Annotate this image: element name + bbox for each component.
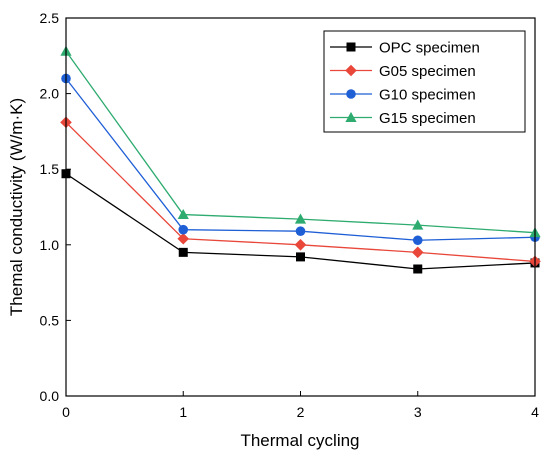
data-point xyxy=(294,239,307,251)
x-axis-title: Thermal cycling xyxy=(240,431,359,450)
data-point xyxy=(295,226,306,236)
data-point xyxy=(411,246,424,259)
y-tick-label: 1.0 xyxy=(40,237,60,253)
data-point xyxy=(178,247,188,257)
y-tick-label: 2.0 xyxy=(40,86,60,102)
x-tick-label: 3 xyxy=(414,404,422,420)
x-tick-label: 0 xyxy=(62,404,70,420)
data-point xyxy=(412,235,423,246)
y-tick-label: 0.0 xyxy=(40,388,60,404)
axis-ticks: 0 1 2 3 4 0.0 0.5 1.0 1.5 2.0 2.5 xyxy=(40,10,540,420)
series-g05 xyxy=(60,116,541,268)
data-point xyxy=(412,219,424,230)
y-axis-title: Themal conductivity (W/m·K) xyxy=(7,98,26,316)
legend-label: G05 specimen xyxy=(379,63,476,80)
data-point xyxy=(177,232,190,245)
data-point xyxy=(294,213,307,224)
legend-box xyxy=(323,30,526,133)
legend-marker xyxy=(346,42,356,52)
y-tick-label: 1.5 xyxy=(40,161,60,177)
y-tick-label: 2.5 xyxy=(40,10,60,26)
legend-label: G15 specimen xyxy=(379,110,476,127)
data-point xyxy=(178,224,189,235)
plot-frame xyxy=(65,17,536,397)
data-point xyxy=(413,264,423,274)
data-point xyxy=(296,252,305,262)
legend-label: G10 specimen xyxy=(379,87,476,104)
data-point xyxy=(177,208,189,220)
legend-label: OPC specimen xyxy=(379,40,480,57)
legend: OPC specimen G05 specimen G10 specimen G15 … xyxy=(323,30,526,133)
legend-marker xyxy=(346,89,356,99)
x-tick-label: 4 xyxy=(531,404,539,420)
legend-marker xyxy=(345,111,357,122)
x-tick-label: 2 xyxy=(297,404,305,420)
legend-marker xyxy=(345,64,357,77)
x-tick-label: 1 xyxy=(179,404,187,420)
series-layer xyxy=(60,45,541,274)
y-tick-label: 0.5 xyxy=(40,312,60,328)
